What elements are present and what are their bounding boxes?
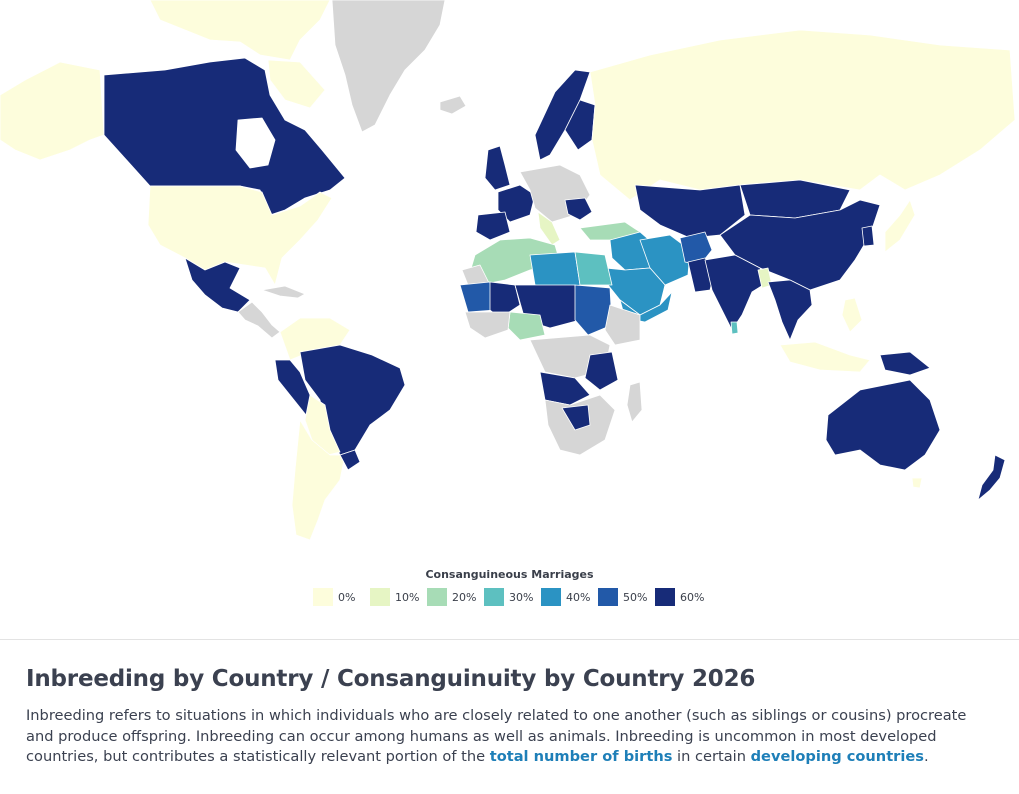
region-arctic-islands[interactable] xyxy=(149,0,331,61)
region-caribbean[interactable] xyxy=(261,285,306,299)
legend-label: 0% xyxy=(338,590,356,604)
region-bolivia[interactable] xyxy=(304,394,341,456)
region-spain[interactable] xyxy=(475,211,511,241)
region-ethiopia[interactable] xyxy=(604,304,641,346)
legend-label: 30% xyxy=(509,590,534,604)
region-tasmania[interactable] xyxy=(911,477,923,489)
region-nigeria[interactable] xyxy=(507,311,546,341)
region-korea[interactable] xyxy=(861,225,875,247)
legend-label: 40% xyxy=(566,590,591,604)
legend-item-30[interactable]: 30% xyxy=(484,588,535,606)
article-content: Inbreeding by Country / Consanguinuity b… xyxy=(26,666,986,768)
legend-item-20[interactable]: 20% xyxy=(427,588,478,606)
region-usa[interactable] xyxy=(147,185,333,286)
legend-item-0[interactable]: 0% xyxy=(313,588,364,606)
map-legend: Consanguineous Marriages 0% 10% 20% 30% … xyxy=(0,568,1019,611)
region-png[interactable] xyxy=(879,351,931,376)
region-india[interactable] xyxy=(704,254,769,331)
region-sri-lanka[interactable] xyxy=(730,321,739,335)
region-russia[interactable] xyxy=(589,29,1016,201)
region-japan[interactable] xyxy=(884,199,916,253)
region-greenland[interactable] xyxy=(331,0,446,133)
intro-paragraph: Inbreeding refers to situations in which… xyxy=(26,706,986,768)
legend-item-50[interactable]: 50% xyxy=(598,588,649,606)
legend-item-60[interactable]: 60% xyxy=(655,588,706,606)
region-uruguay[interactable] xyxy=(339,449,361,471)
region-afghanistan[interactable] xyxy=(679,231,713,266)
legend-swatch xyxy=(598,588,618,606)
region-italy[interactable] xyxy=(537,211,561,246)
region-colombia[interactable] xyxy=(279,317,351,361)
developing-countries-link[interactable]: developing countries xyxy=(750,748,924,765)
legend-items: 0% 10% 20% 30% 40% 50% 60% xyxy=(313,588,706,606)
region-balkans[interactable] xyxy=(564,197,593,221)
region-new-zealand[interactable] xyxy=(977,454,1006,501)
region-sudan[interactable] xyxy=(574,284,613,336)
region-madagascar[interactable] xyxy=(626,381,643,423)
legend-swatch xyxy=(655,588,675,606)
region-indonesia[interactable] xyxy=(779,341,871,373)
region-west-africa[interactable] xyxy=(464,311,511,339)
region-egypt[interactable] xyxy=(574,251,613,286)
region-central-america[interactable] xyxy=(237,301,281,339)
region-france[interactable] xyxy=(497,184,536,223)
legend-swatch xyxy=(370,588,390,606)
page-title: Inbreeding by Country / Consanguinuity b… xyxy=(26,666,756,692)
legend-label: 50% xyxy=(623,590,648,604)
region-argentina[interactable] xyxy=(291,419,346,541)
region-congo-angola[interactable] xyxy=(539,371,591,406)
region-australia[interactable] xyxy=(825,379,941,471)
region-libya[interactable] xyxy=(529,251,581,291)
legend-item-10[interactable]: 10% xyxy=(370,588,421,606)
legend-item-40[interactable]: 40% xyxy=(541,588,592,606)
section-divider xyxy=(0,639,1019,640)
world-map[interactable] xyxy=(0,0,1019,560)
region-iceland[interactable] xyxy=(439,95,467,115)
hudson-bay xyxy=(235,117,276,169)
legend-label: 10% xyxy=(395,590,420,604)
region-philippines[interactable] xyxy=(841,297,863,333)
region-kenya-tanzania[interactable] xyxy=(584,351,619,391)
legend-label: 20% xyxy=(452,590,477,604)
total-births-link[interactable]: total number of births xyxy=(489,748,673,765)
region-south-africa[interactable] xyxy=(561,404,591,431)
intro-text-part1: Inbreeding refers to situations in which… xyxy=(26,707,967,765)
intro-text-part3: . xyxy=(923,748,929,765)
region-uk[interactable] xyxy=(484,145,511,191)
legend-swatch xyxy=(484,588,504,606)
legend-label: 60% xyxy=(680,590,705,604)
intro-text-part2: in certain xyxy=(672,748,751,765)
legend-swatch xyxy=(427,588,447,606)
legend-title: Consanguineous Marriages xyxy=(425,568,594,581)
legend-swatch xyxy=(313,588,333,606)
region-alaska[interactable] xyxy=(0,61,105,161)
region-mexico[interactable] xyxy=(184,257,251,313)
region-se-asia[interactable] xyxy=(767,279,813,341)
region-baffin[interactable] xyxy=(267,59,326,109)
region-mali[interactable] xyxy=(489,281,521,319)
legend-swatch xyxy=(541,588,561,606)
